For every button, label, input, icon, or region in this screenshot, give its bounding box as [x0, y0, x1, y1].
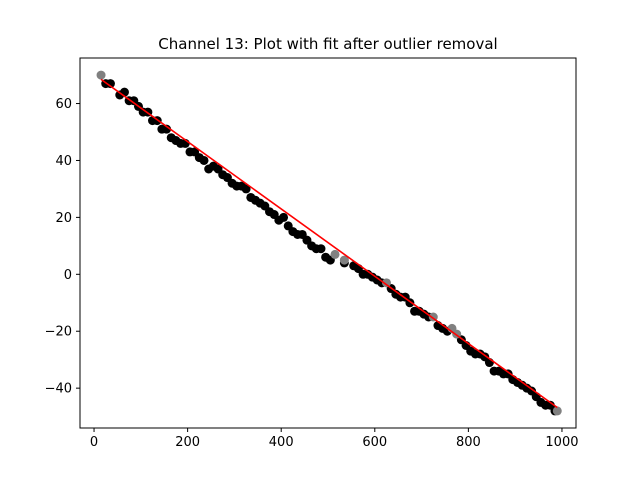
x-tick-label: 800 [456, 435, 481, 450]
x-tick-label: 400 [269, 435, 294, 450]
x-tick-label: 1000 [545, 435, 578, 450]
outlier-point [330, 249, 340, 259]
data-point [162, 124, 172, 134]
outlier-point [552, 406, 562, 416]
data-point [241, 184, 251, 194]
y-tick-label: 0 [64, 268, 72, 283]
chart-title: Channel 13: Plot with fit after outlier … [158, 35, 497, 53]
data-point [199, 155, 209, 165]
x-tick-label: 600 [362, 435, 387, 450]
y-tick-label: 40 [55, 154, 72, 169]
x-tick-label: 200 [175, 435, 200, 450]
fit-line-group [100, 78, 558, 409]
outlier-point [96, 70, 106, 80]
y-tick-label: −40 [45, 382, 72, 397]
data-point [105, 79, 115, 89]
y-axis: −40 −20 0 20 40 60 [45, 97, 80, 397]
data-points [96, 70, 562, 416]
x-tick-label: 0 [90, 435, 98, 450]
data-point [316, 244, 326, 254]
x-axis: 0 200 400 600 800 1000 [90, 428, 579, 450]
fit-line [100, 78, 558, 409]
y-tick-label: 20 [55, 211, 72, 226]
data-point [279, 212, 289, 222]
outlier-point [339, 255, 349, 265]
y-tick-label: 60 [55, 97, 72, 112]
y-tick-label: −20 [45, 325, 72, 340]
outlier-point [381, 278, 391, 288]
